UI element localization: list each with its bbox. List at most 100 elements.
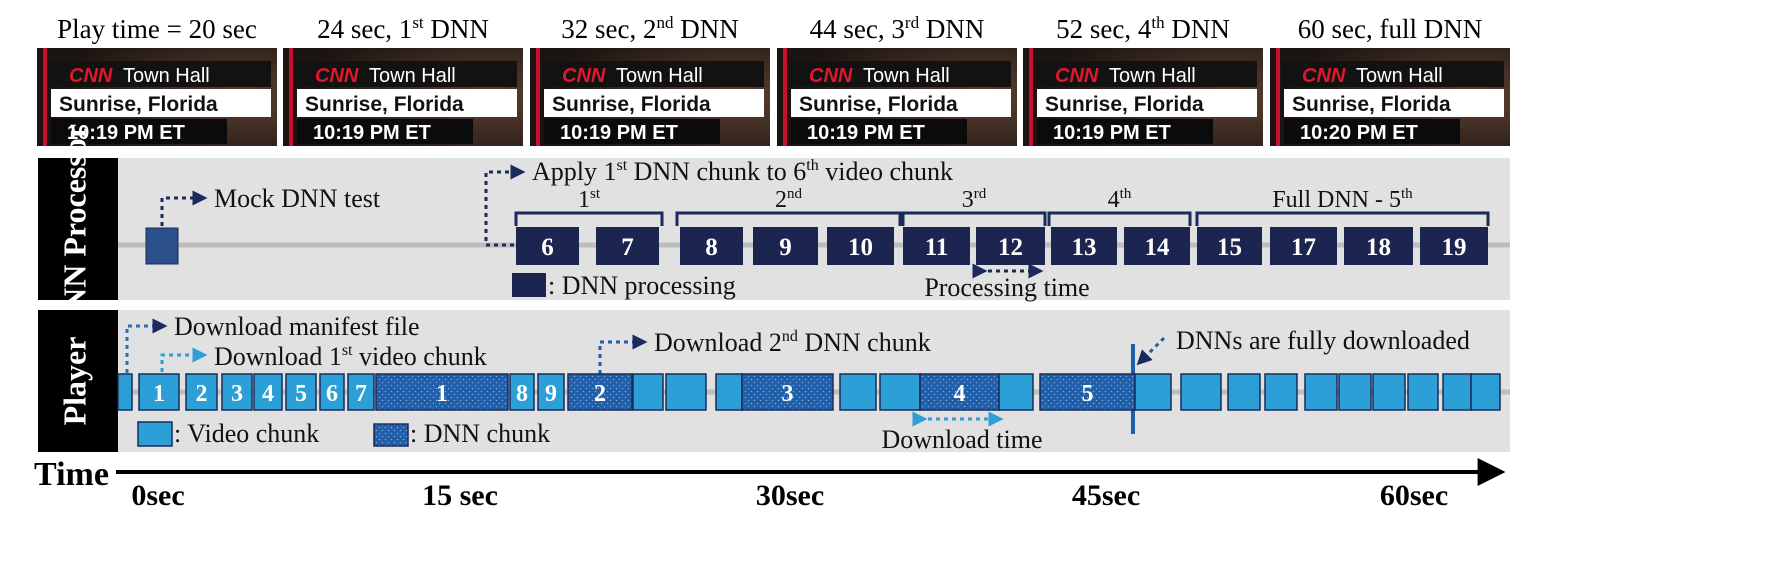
location-text: Sunrise, Florida <box>552 93 711 116</box>
video-chunk-block <box>839 373 877 411</box>
dnn-chunk-index: 11 <box>925 234 949 261</box>
frame-red-stripe <box>783 48 787 146</box>
timeline-label: Time <box>34 456 109 493</box>
dnn-group-brackets: 1st​ 2nd​ 3rd​ 4th​ Full DNN - 5th​ <box>514 186 1490 226</box>
dnn-chunk-label: 2 <box>594 381 606 407</box>
video-chunk-block <box>879 373 921 411</box>
apply-note-label: Apply 1st DNN chunk to 6th video chunk <box>532 157 953 186</box>
first-video-label: Download 1st video chunk <box>214 342 487 371</box>
mock-dnn-test-label: Mock DNN test <box>214 184 381 213</box>
video-chunk-label: 1 <box>153 381 165 407</box>
processing-time-label: Processing time <box>924 273 1089 302</box>
show-title: Town Hall <box>369 65 456 87</box>
video-chunk-block <box>998 373 1034 411</box>
show-title: Town Hall <box>863 65 950 87</box>
video-chunk-label: 6 <box>326 381 338 407</box>
frame-time-bar <box>51 119 227 144</box>
frame-caption: 32 sec, 2nd DNN <box>561 13 738 44</box>
dnn-chunk-index: 18 <box>1366 234 1391 261</box>
dnn-chunk-legend-label: : DNN chunk <box>410 419 550 448</box>
dnn-processing-chunk <box>1344 227 1413 265</box>
dnn-group-label: 4th​ <box>1108 186 1132 213</box>
video-chunk-block <box>665 373 707 411</box>
frame-caption: 44 sec, 3rd DNN <box>810 13 985 44</box>
dnn-processing-chunk <box>976 227 1045 265</box>
second-dnn-arrow <box>598 334 648 374</box>
dnn-group-label: 3rd​ <box>962 186 987 213</box>
apply-note-arrow <box>484 164 526 247</box>
video-chunk-block <box>221 373 253 411</box>
dnn-group-bracket <box>1047 211 1192 226</box>
clock-text: 10:19 PM ET <box>1053 122 1171 144</box>
network-logo: CNN <box>69 65 113 87</box>
dnn-processing-chunk <box>1124 227 1190 265</box>
download-time-label: Download time <box>881 425 1042 454</box>
player-section: Player Download manifest file Download 1… <box>38 310 1510 454</box>
video-chunk-block <box>253 373 283 411</box>
frame-title-bar <box>542 61 764 87</box>
frame-title-bar <box>789 61 1011 87</box>
location-text: Sunrise, Florida <box>305 93 464 116</box>
dnn-processing-chunk <box>596 227 659 265</box>
player-label-box <box>38 310 118 452</box>
video-chunk-block <box>1227 373 1261 411</box>
frame-title-bar <box>295 61 517 87</box>
dnn-processing-chunk <box>753 227 818 265</box>
video-chunk-block <box>1372 373 1406 411</box>
video-chunk-block <box>1407 373 1439 411</box>
network-logo: CNN <box>1055 65 1099 87</box>
location-text: Sunrise, Florida <box>799 93 958 116</box>
dnn-processing-chunk <box>1051 227 1117 265</box>
dnn-chunk-index: 19 <box>1442 234 1467 261</box>
dnn-chunk-index: 14 <box>1145 234 1171 261</box>
show-title: Town Hall <box>1356 65 1443 87</box>
frame-caption: Play time = 20 sec <box>57 14 257 44</box>
frame-red-stripe <box>1276 48 1280 146</box>
video-chunk-block <box>347 373 375 411</box>
mock-dnn-arrow <box>160 190 208 226</box>
dnn-chunk-index: 15 <box>1217 234 1242 261</box>
video-frame: 44 sec, 3rd DNN CNN Town Hall Sunrise, Flor… <box>777 13 1017 146</box>
video-chunk-label: 4 <box>262 381 274 407</box>
dnn-group-bracket <box>514 211 664 226</box>
dnn-processing-chunk <box>680 227 743 265</box>
dnn-chunk-legend-swatch <box>373 423 409 447</box>
frame-title-bar <box>1035 61 1257 87</box>
frame-location-bar <box>791 89 1011 117</box>
dnn-group-label: Full DNN - 5th​ <box>1272 186 1413 213</box>
video-chunk-label: 9 <box>545 381 557 407</box>
timeline-tick-label: 30sec <box>756 479 824 512</box>
show-title: Town Hall <box>123 65 210 87</box>
video-chunk-label: 3 <box>231 381 243 407</box>
frame-red-stripe <box>43 48 47 146</box>
video-chunk-block <box>1470 373 1501 411</box>
frame-caption: 24 sec, 1st DNN <box>317 13 489 44</box>
video-frame: 52 sec, 4th DNN CNN Town Hall Sunrise, Flor… <box>1023 13 1263 146</box>
dnn-processor-label: DNN Processor <box>56 124 92 334</box>
timeline-tick-label: 0sec <box>131 479 184 512</box>
video-chunk-block <box>117 373 133 411</box>
clock-text: 10:19 PM ET <box>313 122 431 144</box>
dnn-processing-chunk <box>827 227 894 265</box>
dnn-processing-chunk <box>1420 227 1488 265</box>
location-text: Sunrise, Florida <box>1292 93 1451 116</box>
mock-dnn-test-block <box>145 227 179 265</box>
dnn-chunk-block <box>1039 373 1136 411</box>
video-chunk-block <box>138 373 180 411</box>
video-chunk-block <box>1134 373 1172 411</box>
frame-location-bar <box>1284 89 1504 117</box>
video-chunk-block <box>285 373 317 411</box>
frame-title-bar <box>49 61 271 87</box>
dnn-chunk-block <box>919 373 1000 411</box>
video-chunk-block <box>1442 373 1472 411</box>
dnn-chunk-label: 3 <box>782 381 794 407</box>
location-text: Sunrise, Florida <box>59 93 218 116</box>
dnn-processing-chunk <box>1197 227 1262 265</box>
clock-text: 10:19 PM ET <box>807 122 925 144</box>
video-chunk-block <box>319 373 345 411</box>
frame-red-stripe <box>536 48 540 146</box>
dnn-processing-legend-label: : DNN processing <box>548 271 736 300</box>
video-chunk-block <box>632 373 664 411</box>
frame-red-stripe <box>289 48 293 146</box>
